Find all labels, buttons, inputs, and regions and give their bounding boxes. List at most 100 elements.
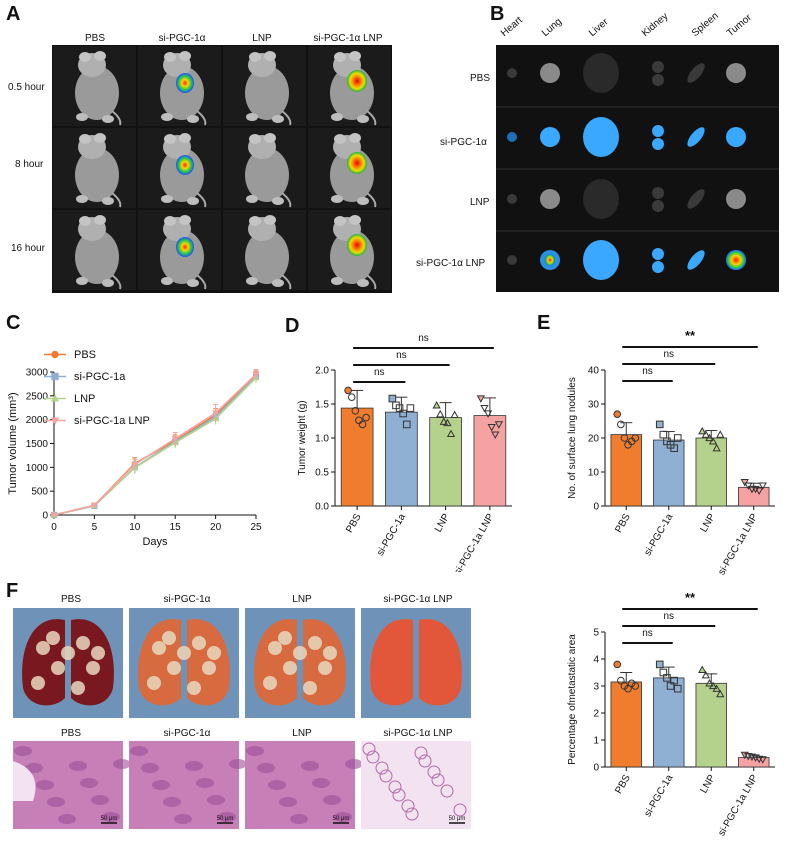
data-point <box>631 434 640 442</box>
mouse-foot <box>161 277 173 285</box>
y-tick-label: 30 <box>588 400 600 411</box>
y-tick-label: 0 <box>593 502 599 513</box>
mouse-tail <box>196 192 207 208</box>
metastatic-nodule <box>278 631 292 645</box>
panel-letter-c: C <box>6 312 21 334</box>
significance-label: ns <box>396 350 407 361</box>
legend-marker <box>50 417 60 425</box>
mouse-foot <box>76 195 88 203</box>
mouse-foot <box>102 197 114 205</box>
data-point <box>90 502 98 509</box>
tumor-tissue <box>58 814 76 824</box>
significance-label: ** <box>685 590 696 605</box>
panel-f-he-si: si-PGC-1α <box>163 728 211 739</box>
x-tick-label: 10 <box>129 522 141 533</box>
x-tick-label: 25 <box>250 522 262 533</box>
data-point <box>344 386 352 395</box>
mouse-body <box>245 66 289 120</box>
alveolus <box>401 799 415 813</box>
data-point <box>402 420 411 429</box>
tumor-tissue <box>196 778 214 788</box>
organ <box>540 127 560 147</box>
alveolus <box>453 803 467 817</box>
x-tick-label: 0 <box>51 522 57 533</box>
organ-label-lung: Lung <box>539 16 565 39</box>
data-point <box>252 371 260 379</box>
data-point <box>701 430 710 438</box>
panel-a-imaging <box>52 45 392 293</box>
mouse-ear <box>179 51 191 61</box>
data-point <box>758 482 767 490</box>
panel-letter-b: B <box>490 3 505 25</box>
data-point <box>439 417 448 425</box>
legend-marker <box>51 350 59 359</box>
tumor-tissue <box>334 812 352 822</box>
significance-label: ** <box>685 328 696 343</box>
metastatic-nodule <box>202 661 216 675</box>
significance-label: ns <box>663 349 674 360</box>
organ <box>583 53 619 93</box>
alveolus <box>375 761 389 775</box>
y-tick-label: 2000 <box>26 415 49 426</box>
mouse-ear <box>249 216 261 226</box>
mouse-ear <box>79 134 91 144</box>
y-axis-label: Tumor weight (g) <box>297 400 308 475</box>
series-line <box>53 373 257 516</box>
scale-bar-label: 50 μm <box>217 816 234 822</box>
mouse-foot <box>272 115 284 123</box>
y-tick-label: 1000 <box>26 463 49 474</box>
mouse-ear <box>249 134 261 144</box>
data-point <box>708 681 718 690</box>
metastatic-nodule <box>263 676 277 690</box>
data-point <box>751 485 760 494</box>
organ <box>507 68 517 78</box>
metastatic-nodule <box>152 641 166 655</box>
metastatic-nodule <box>162 631 176 645</box>
mouse-body <box>75 66 119 120</box>
mouse-tail <box>281 274 292 290</box>
significance-label: ns <box>418 333 429 344</box>
data-point <box>712 443 721 452</box>
mouse-tail <box>366 110 377 126</box>
y-axis-label: Percentage ofmetastatic area <box>567 634 578 765</box>
mouse-foot <box>246 113 258 121</box>
data-point <box>698 665 707 673</box>
data-point <box>758 756 767 764</box>
organ-kidney <box>652 200 664 212</box>
mouse-foot <box>357 279 369 287</box>
organ <box>726 189 746 209</box>
panel-c-chart: 0 500 1000 1500 2000 2500 3000 0 5 10 15 20 25 Days Tu… <box>7 349 262 548</box>
y-tick-label: 0.5 <box>315 468 329 479</box>
tumor-tissue <box>141 763 159 773</box>
tumor-tissue <box>218 812 236 822</box>
mouse-foot <box>187 115 199 123</box>
x-tick-label: si-PGC-1a LNP <box>452 512 496 572</box>
data-point <box>399 409 407 418</box>
bar <box>429 417 462 507</box>
metastatic-nodule <box>268 641 282 655</box>
mouse-tail <box>196 110 207 126</box>
y-tick-label: 0 <box>593 763 599 774</box>
significance-label: ns <box>663 611 674 622</box>
organ-spleen <box>687 63 705 83</box>
data-point <box>483 410 493 418</box>
data-point <box>436 409 445 418</box>
vessel-lumen <box>13 761 36 801</box>
y-tick-label: 2.0 <box>315 366 329 377</box>
mouse-tail <box>366 274 377 290</box>
mouse-foot <box>331 195 343 203</box>
data-point <box>351 407 360 415</box>
mouse-tail <box>111 192 122 208</box>
tumor-tissue <box>47 797 65 807</box>
organ-label-liver: Liver <box>586 16 611 39</box>
mouse-ear <box>179 133 191 143</box>
data-point <box>712 684 721 692</box>
data-point <box>406 404 415 412</box>
mouse-imaging-grid <box>53 46 391 290</box>
data-point <box>701 670 710 679</box>
tumor-signal <box>726 250 746 270</box>
panel-letter-a: A <box>6 3 21 25</box>
data-point <box>716 430 725 438</box>
y-tick-label: 0 <box>42 511 48 522</box>
alveolus <box>366 750 380 764</box>
